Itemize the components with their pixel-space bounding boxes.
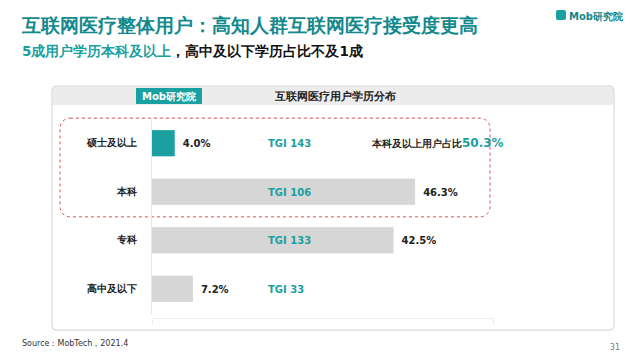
title: 互联网医疗整体用户：高知人群互联网医疗接受度更高: [21, 14, 478, 36]
chart-logo: Mob研究院: [142, 91, 196, 102]
plot-area: [152, 130, 415, 302]
subtitle-part: 5成用户学历本科及以上: [22, 43, 171, 59]
chart: 互联网医疗整体用户：高知人群互联网医疗接受度更高 5成用户学历本科及以上，高中及以…: [0, 0, 640, 360]
tgi-label: TGI 106: [268, 187, 311, 198]
annotation-part: 本科及以上用户占比: [371, 138, 462, 149]
page-number: 31: [610, 343, 620, 352]
tick-label: 专科: [116, 234, 137, 245]
bar: [152, 227, 394, 253]
source: Source：MobTech，2021.4: [22, 339, 128, 348]
chart-logo-box: [136, 88, 202, 104]
axis-line: [153, 319, 494, 325]
bar: [152, 130, 175, 156]
x-axis: [153, 319, 494, 325]
data-label: 46.3%: [423, 187, 458, 198]
logo-icon: [556, 10, 566, 20]
annotation-part: 50.3%: [462, 136, 504, 150]
panel: [52, 86, 614, 330]
tgi-label: TGI 33: [268, 284, 304, 295]
y-axis: 硕士及以上本科专科高中及以下: [86, 119, 152, 315]
tick: 本科: [116, 186, 151, 197]
subtitle: 5成用户学历本科及以上，高中及以下学历占比不及1成: [22, 43, 363, 59]
annotation: 本科及以上用户占比50.3%: [371, 136, 504, 150]
tick-label: 本科: [116, 186, 137, 197]
axis-line: [151, 119, 152, 315]
highlight-box: [60, 118, 490, 217]
tick: 硕士及以上: [86, 137, 151, 148]
bar: [152, 179, 415, 205]
logo: Mob研究院: [569, 11, 623, 22]
data-label: 4.0%: [183, 138, 211, 149]
data-label: 42.5%: [402, 235, 437, 246]
tick: 高中及以下: [87, 283, 151, 294]
bar: [152, 276, 193, 302]
chart-title: 互联网医疗用户学历分布: [274, 90, 396, 103]
subtitle-part: ，高中及以下学历占比不及1成: [171, 43, 362, 59]
tick-label: 硕士及以上: [86, 137, 137, 148]
tgi-label: TGI 143: [268, 138, 311, 149]
tgi-label: TGI 133: [268, 235, 311, 246]
data-label: 7.2%: [201, 284, 229, 295]
panel-header: [53, 87, 613, 105]
tick: 专科: [116, 234, 151, 245]
tick-label: 高中及以下: [87, 283, 137, 294]
